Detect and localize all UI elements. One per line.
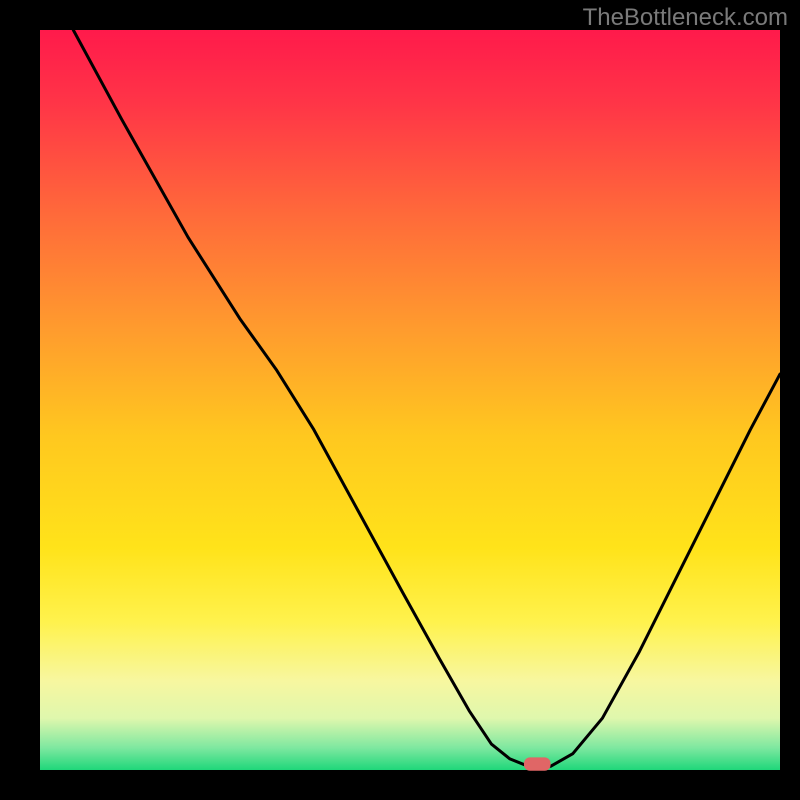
watermark-text: TheBottleneck.com <box>583 4 788 32</box>
valley-marker <box>524 757 551 770</box>
chart-canvas <box>0 0 800 800</box>
bottleneck-chart: TheBottleneck.com <box>0 0 800 800</box>
gradient-background <box>40 30 780 770</box>
